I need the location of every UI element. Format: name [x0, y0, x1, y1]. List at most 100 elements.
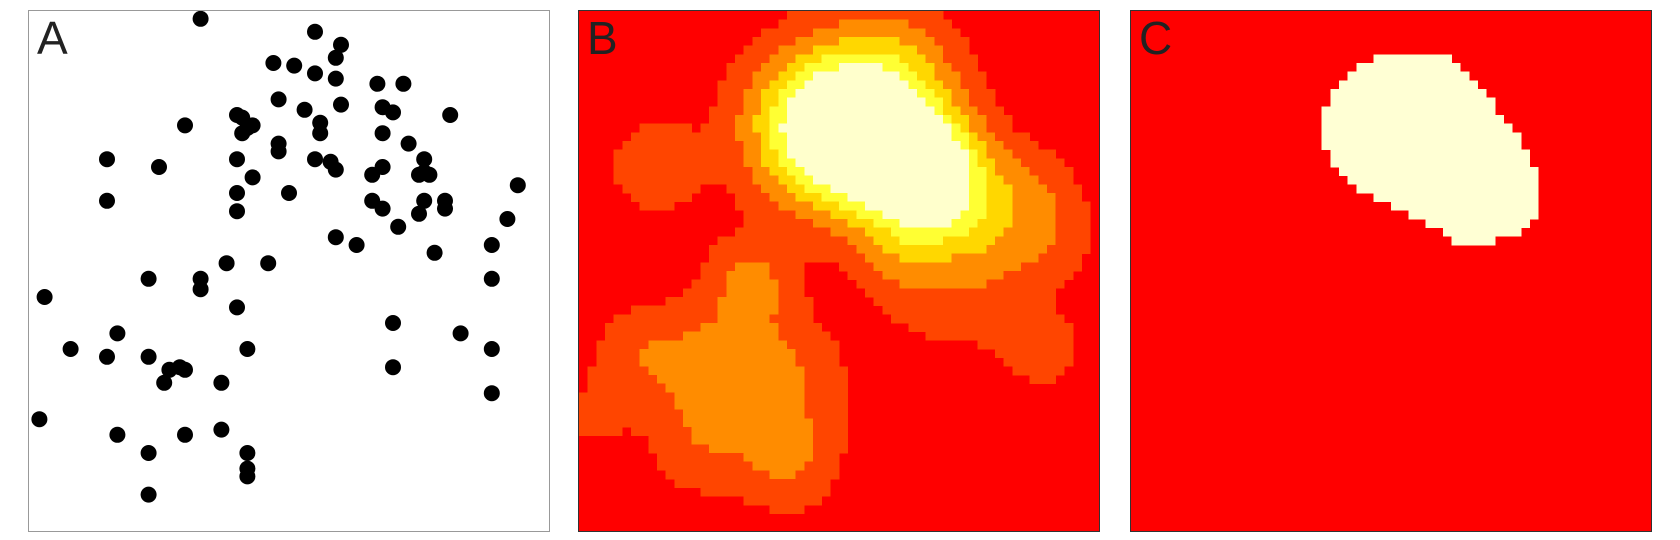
heat-cell: [882, 193, 892, 203]
heat-cell: [899, 305, 909, 315]
mask-cell: [1512, 219, 1522, 229]
heat-cell: [969, 245, 979, 255]
mask-cell: [1347, 167, 1357, 177]
mask-cell: [1434, 193, 1444, 203]
heat-cell: [622, 383, 632, 393]
heat-cell: [908, 54, 918, 64]
heat-cell: [1055, 349, 1065, 359]
heat-cell: [960, 167, 970, 177]
heat-cell: [761, 54, 771, 64]
heat-cell: [1003, 323, 1013, 333]
heat-cell: [743, 262, 753, 272]
heat-cell: [821, 115, 831, 125]
heat-cell: [613, 323, 623, 333]
heat-cell: [1038, 219, 1048, 229]
heat-cell: [804, 97, 814, 107]
heat-cell: [934, 37, 944, 47]
mask-cell: [1425, 89, 1435, 99]
mask-cell: [1469, 193, 1479, 203]
mask-cell: [1408, 63, 1418, 73]
heat-cell: [856, 201, 866, 211]
heat-cell: [839, 375, 849, 385]
heat-cell: [847, 149, 857, 159]
heat-cell: [1047, 184, 1057, 194]
heat-cell: [787, 227, 797, 237]
heat-cell: [726, 470, 736, 480]
heat-cell: [700, 392, 710, 402]
heat-cell: [804, 193, 814, 203]
heat-cell: [1047, 349, 1057, 359]
heat-cell: [683, 193, 693, 203]
mask-cell: [1373, 149, 1383, 159]
heat-cell: [795, 149, 805, 159]
heat-cell: [813, 37, 823, 47]
heat-cell: [683, 366, 693, 376]
mask-cell: [1486, 149, 1496, 159]
heat-cell: [683, 349, 693, 359]
heat-cell: [787, 115, 797, 125]
heat-cell: [735, 349, 745, 359]
heat-cell: [813, 401, 823, 411]
mask-cell: [1521, 219, 1531, 229]
heat-cell: [691, 297, 701, 307]
heat-cell: [899, 201, 909, 211]
heat-cell: [709, 314, 719, 324]
mask-cell: [1417, 167, 1427, 177]
heat-cell: [743, 461, 753, 471]
heat-cell: [1038, 288, 1048, 298]
mask-cell: [1365, 80, 1375, 90]
heat-cell: [951, 28, 961, 38]
mask-cell: [1495, 201, 1505, 211]
heat-cell: [683, 375, 693, 385]
mask-cell: [1443, 193, 1453, 203]
heat-cell: [769, 487, 779, 497]
heat-cell: [674, 401, 684, 411]
heat-cell: [995, 340, 1005, 350]
heat-cell: [665, 184, 675, 194]
heat-cell: [709, 409, 719, 419]
mask-cell: [1391, 63, 1401, 73]
heat-cell: [752, 167, 762, 177]
heat-cell: [683, 392, 693, 402]
heat-cell: [943, 288, 953, 298]
mask-cell: [1477, 175, 1487, 185]
heat-cell: [960, 245, 970, 255]
mask-cell: [1425, 54, 1435, 64]
heat-cell: [873, 28, 883, 38]
heat-cell: [1003, 340, 1013, 350]
mask-cell: [1408, 193, 1418, 203]
heat-cell: [752, 89, 762, 99]
mask-cell: [1339, 149, 1349, 159]
heat-cell: [674, 167, 684, 177]
heat-cell: [665, 314, 675, 324]
heat-cell: [622, 331, 632, 341]
heat-cell: [1003, 158, 1013, 168]
heat-cell: [1064, 340, 1074, 350]
heat-cell: [960, 331, 970, 341]
mask-cell: [1347, 123, 1357, 133]
heat-cell: [969, 219, 979, 229]
mask-cell: [1417, 106, 1427, 116]
heat-cell: [908, 175, 918, 185]
heat-cell: [752, 175, 762, 185]
mask-cell: [1434, 89, 1444, 99]
heat-cell: [778, 470, 788, 480]
heat-cell: [778, 123, 788, 133]
heat-cell: [726, 167, 736, 177]
heat-cell: [1029, 331, 1039, 341]
heat-cell: [700, 453, 710, 463]
point-55: [348, 237, 365, 253]
heat-cell: [873, 89, 883, 99]
heat-cell: [1064, 236, 1074, 246]
heat-cell: [769, 453, 779, 463]
heat-cell: [960, 175, 970, 185]
heat-cell: [657, 314, 667, 324]
heat-cell: [925, 236, 935, 246]
heat-cell: [605, 366, 615, 376]
heat-cell: [717, 245, 727, 255]
heat-cell: [674, 479, 684, 489]
heat-cell: [960, 37, 970, 47]
heat-cell: [743, 305, 753, 315]
heat-cell: [804, 106, 814, 116]
mask-cell: [1486, 219, 1496, 229]
